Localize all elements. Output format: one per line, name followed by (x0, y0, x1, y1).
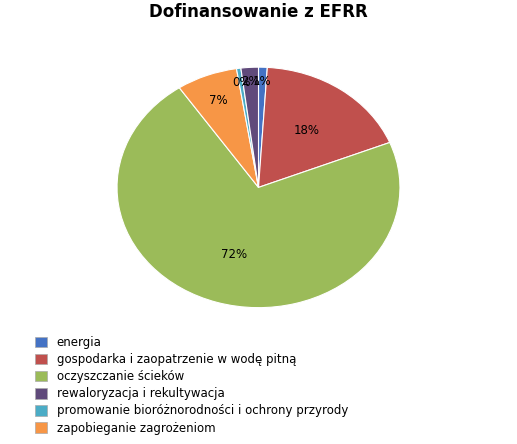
Text: 72%: 72% (221, 248, 248, 261)
Wedge shape (179, 69, 258, 187)
Wedge shape (236, 68, 258, 187)
Wedge shape (117, 88, 400, 308)
Text: 18%: 18% (294, 124, 320, 137)
Text: 7%: 7% (209, 94, 227, 107)
Wedge shape (258, 67, 267, 187)
Text: 1%: 1% (253, 75, 272, 88)
Text: 2%: 2% (241, 75, 260, 88)
Wedge shape (241, 67, 258, 187)
Legend: energia, gospodarka i zaopatrzenie w wodę pitną, oczyszczanie ścieków, rewaloryz: energia, gospodarka i zaopatrzenie w wod… (32, 333, 352, 438)
Title: Dofinansowanie z EFRR: Dofinansowanie z EFRR (149, 3, 368, 21)
Wedge shape (258, 67, 390, 187)
Text: 0%: 0% (232, 76, 250, 89)
